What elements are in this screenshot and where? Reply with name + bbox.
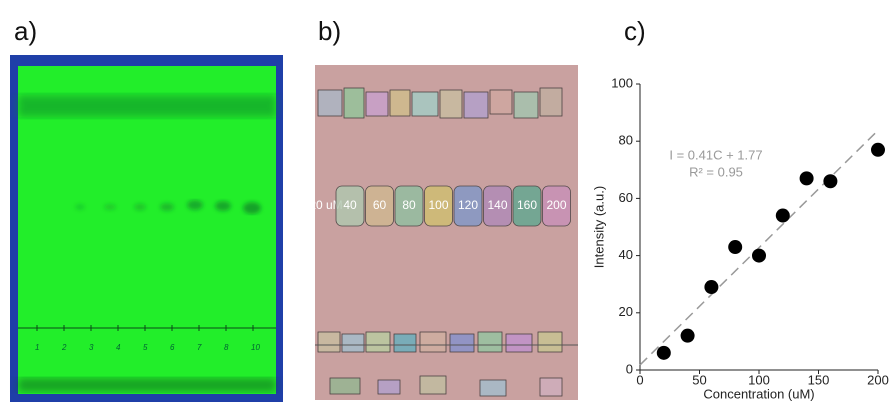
trendline	[639, 129, 879, 366]
scatter-chart: 0 20 40 60 80 100 0 50 100 150 200 Concentration (u…	[591, 75, 888, 401]
data-point	[680, 328, 695, 343]
lane-label: 7	[197, 343, 202, 352]
y-tick-label: 100	[611, 75, 633, 90]
x-axis-label: Concentration (uM)	[703, 386, 814, 401]
spot-region	[424, 185, 453, 227]
lane-label: 6	[170, 343, 175, 352]
spot-region	[542, 185, 571, 227]
spot-region	[394, 185, 424, 227]
x-tick-label: 50	[692, 372, 706, 387]
lane-label: 2	[61, 343, 67, 352]
spot-region	[335, 185, 365, 227]
annotation: I = 0.41C + 1.77	[669, 147, 762, 162]
y-tick-label: 40	[619, 247, 633, 262]
y-tick-label: 80	[619, 133, 633, 148]
y-tick-label: 0	[626, 361, 633, 376]
data-point	[656, 345, 671, 360]
data-point	[752, 248, 766, 263]
x-tick-label: 150	[808, 372, 830, 387]
y-tick-label: 20	[619, 304, 633, 319]
spot-region	[453, 185, 483, 227]
spot-region	[483, 185, 512, 227]
spot-label: 60	[373, 198, 387, 212]
lane-label: 8	[224, 343, 229, 352]
plate-photo	[10, 55, 283, 402]
data-point	[799, 171, 814, 186]
panel-label: c)	[624, 16, 646, 46]
panel-label: b)	[318, 16, 341, 46]
spot-label: 160	[517, 198, 537, 212]
spot-label: 20 uM	[309, 198, 342, 212]
x-tick-label: 0	[636, 372, 643, 387]
x-tick-label: 200	[867, 372, 889, 387]
spot-label: 140	[487, 198, 507, 212]
lane-label: 10	[251, 343, 260, 352]
lane-label: 1	[35, 343, 39, 352]
data-point	[823, 174, 838, 189]
segmented-photo	[315, 65, 578, 400]
spot-region	[512, 185, 542, 227]
spot-region	[365, 185, 394, 227]
spot-label: 200	[546, 198, 566, 212]
lane-label: 4	[116, 343, 121, 352]
panel-label: a)	[14, 16, 37, 46]
data-point	[871, 142, 885, 157]
spot-label: 40	[343, 198, 357, 212]
data-point	[704, 280, 719, 295]
data-point	[775, 208, 790, 223]
lane-label: 3	[89, 343, 94, 352]
y-tick-label: 60	[619, 190, 633, 205]
spot-label: 100	[428, 198, 448, 212]
annotation: R² = 0.95	[689, 164, 743, 179]
y-axis-label: Intensity (a.u.)	[591, 186, 606, 268]
spot-label: 120	[458, 198, 478, 212]
lane-label: 5	[143, 343, 148, 352]
spot-label: 80	[402, 198, 416, 212]
x-tick-label: 100	[748, 372, 770, 387]
data-point	[728, 240, 743, 255]
